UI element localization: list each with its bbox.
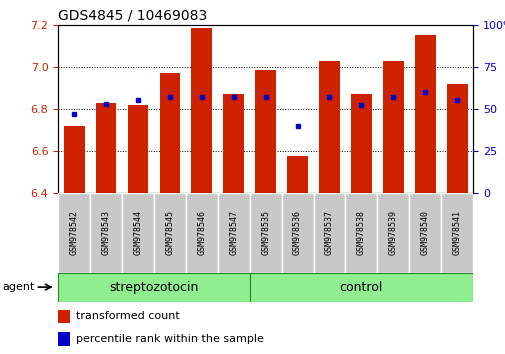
Bar (446, 84, 467, 193)
Bar (382, 61, 403, 193)
Bar (185, 193, 217, 273)
Bar (58, 310, 70, 323)
Text: GSM978545: GSM978545 (165, 210, 174, 255)
Bar (58, 273, 249, 302)
Text: GSM978539: GSM978539 (388, 210, 397, 255)
Text: transformed count: transformed count (75, 312, 179, 321)
Text: GSM978538: GSM978538 (356, 210, 365, 255)
Bar (319, 61, 339, 193)
Bar (223, 94, 243, 193)
Bar (440, 193, 472, 273)
Text: percentile rank within the sample: percentile rank within the sample (75, 334, 263, 344)
Text: control: control (339, 281, 382, 293)
Text: GSM978542: GSM978542 (70, 210, 78, 255)
Bar (287, 156, 308, 193)
Bar (249, 273, 472, 302)
Text: streptozotocin: streptozotocin (109, 281, 198, 293)
Text: GSM978536: GSM978536 (292, 210, 301, 255)
Text: GSM978544: GSM978544 (133, 210, 142, 255)
Bar (217, 193, 249, 273)
Bar (191, 28, 212, 193)
Bar (255, 70, 276, 193)
Text: GSM978535: GSM978535 (261, 210, 270, 255)
Bar (122, 193, 154, 273)
Bar (95, 103, 116, 193)
Bar (409, 193, 440, 273)
Bar (249, 193, 281, 273)
Text: GDS4845 / 10469083: GDS4845 / 10469083 (58, 9, 207, 23)
Text: GSM978546: GSM978546 (197, 210, 206, 255)
Text: GSM978543: GSM978543 (102, 210, 111, 255)
Bar (64, 126, 84, 193)
Text: GSM978540: GSM978540 (420, 210, 429, 255)
Bar (345, 193, 377, 273)
Bar (159, 73, 180, 193)
Bar (58, 193, 90, 273)
Text: agent: agent (3, 282, 35, 292)
Bar (377, 193, 409, 273)
Bar (154, 193, 185, 273)
Bar (414, 35, 435, 193)
Text: GSM978541: GSM978541 (452, 210, 461, 255)
Text: GSM978547: GSM978547 (229, 210, 238, 255)
Text: GSM978537: GSM978537 (324, 210, 333, 255)
Bar (350, 94, 371, 193)
Bar (58, 332, 70, 346)
Bar (281, 193, 313, 273)
Bar (313, 193, 345, 273)
Bar (90, 193, 122, 273)
Bar (127, 105, 148, 193)
